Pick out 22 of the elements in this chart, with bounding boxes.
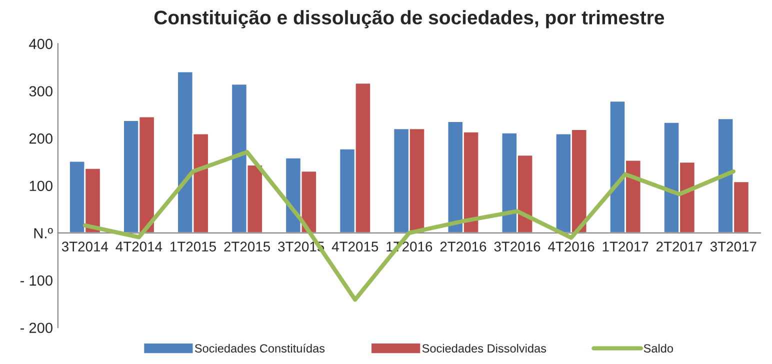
y-tick-label: - 200 [20,322,52,334]
y-tick-label: - 100 [20,275,52,286]
y-tick-label: 300 [29,86,52,96]
chart-title: Constituição e dissolução de sociedades, por trimestre [154,10,664,28]
y-tick-label: 200 [29,133,52,144]
x-tick-label: 1T2015 [170,242,216,252]
legend-label: Sociedades Constituídas [194,344,325,353]
x-tick-label: 4T2015 [332,242,378,252]
x-tick-label: 3T2016 [494,242,540,252]
y-tick-label: N.º [34,228,53,238]
x-tick-label: 2T2016 [440,242,486,252]
x-tick-label: 2T2015 [224,242,270,252]
x-tick-label: 3T2017 [710,242,756,252]
x-tick-label: 4T2014 [116,242,162,252]
x-tick-label: 4T2016 [548,242,594,252]
legend-label: Sociedades Dissolvidas [422,344,546,353]
y-tick-label: 400 [29,38,52,50]
legend-label: Saldo [644,344,673,353]
x-tick-label: 1T2017 [602,242,648,252]
x-tick-label: 3T2014 [62,242,108,252]
y-tick-label: 100 [30,180,52,192]
x-tick-label: 2T2017 [656,242,702,252]
